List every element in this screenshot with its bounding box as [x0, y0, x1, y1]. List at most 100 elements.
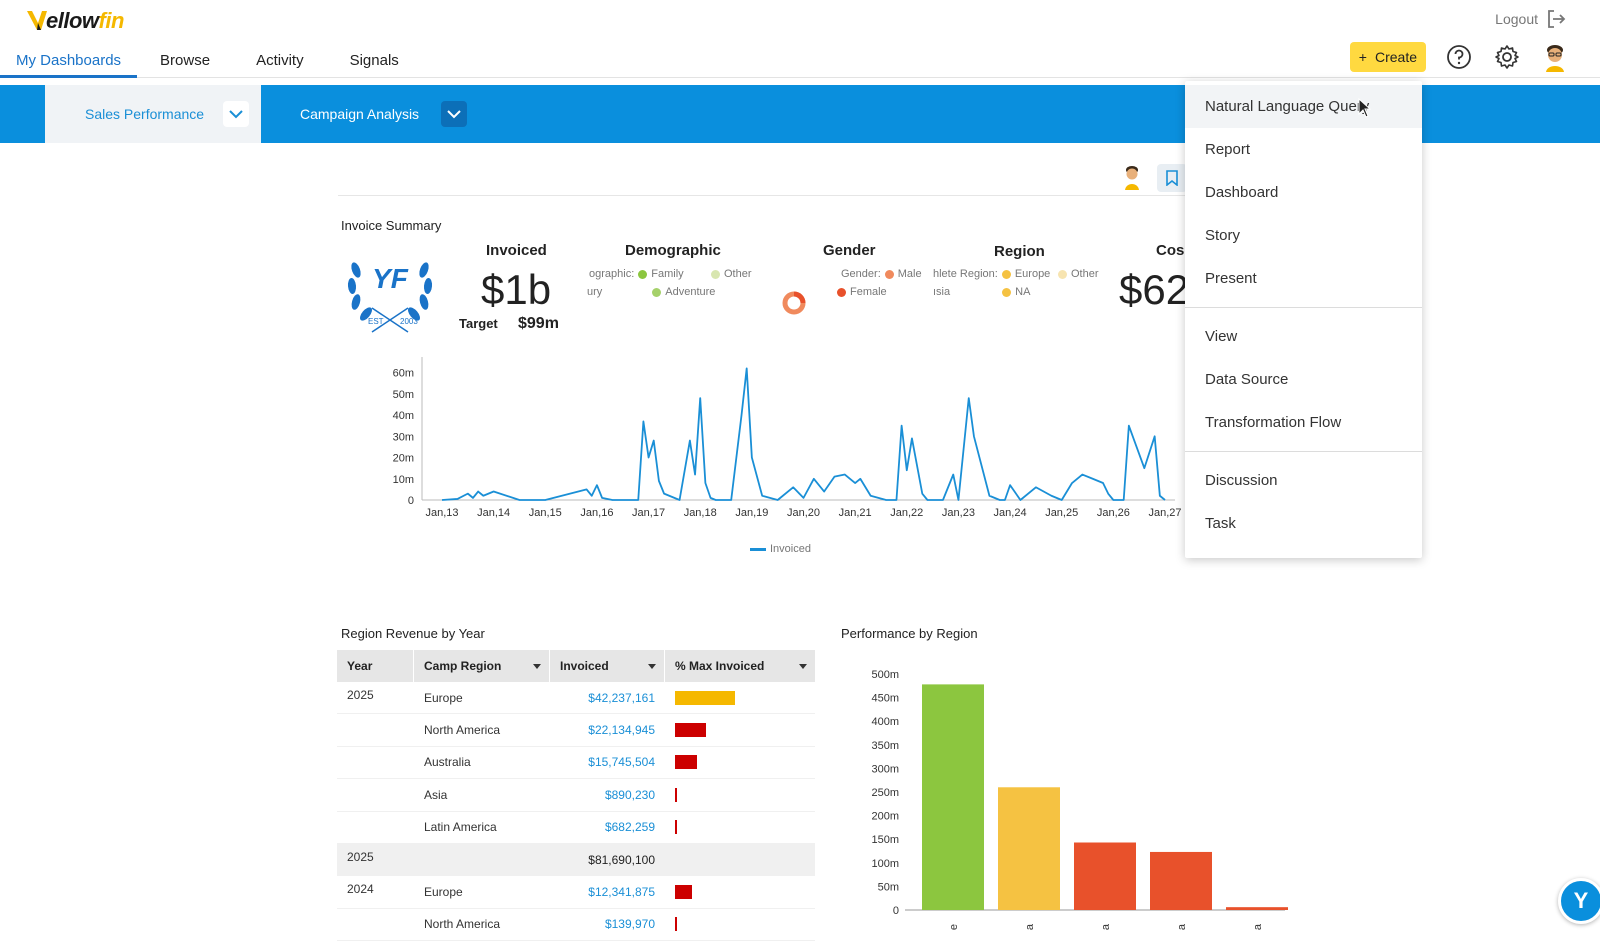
user-avatar-icon [1125, 166, 1139, 190]
tab-menu-button[interactable] [441, 101, 467, 127]
settings-button[interactable] [1492, 42, 1522, 72]
cell-region: Australia [424, 755, 471, 770]
mouse-cursor-icon [1358, 98, 1372, 118]
table-total-row: 2025 $81,690,100 [337, 843, 815, 877]
create-label: Create [1374, 49, 1417, 65]
region-revenue-title: Region Revenue by Year [341, 626, 485, 641]
logout-label: Logout [1495, 11, 1538, 27]
y-tick-label: 0 [408, 495, 414, 507]
line-legend: Invoiced [750, 543, 811, 555]
bar [922, 684, 984, 910]
nav-activity[interactable]: Activity [256, 52, 304, 69]
legend-item: ury Adventure [587, 286, 716, 298]
nav-browse[interactable]: Browse [160, 52, 211, 69]
cell-invoiced[interactable]: $139,970 [604, 917, 655, 932]
assistant-chat-button[interactable]: Y [1558, 878, 1600, 924]
invoiced-series-line [441, 367, 1166, 501]
cell-invoiced[interactable]: $22,134,945 [588, 723, 655, 738]
performance-bar-chart: 0 50m 100m 150m 200m 250m 300m 350m 400m 450m 500m… [871, 669, 1288, 930]
cost-value: $62 [1119, 266, 1190, 313]
tab-campaign-analysis[interactable]: Campaign Analysis [300, 85, 467, 143]
logo-text: ellowfin [46, 8, 124, 33]
tab-sales-performance[interactable]: Sales Performance [45, 85, 261, 143]
cell-invoiced[interactable]: $42,237,161 [588, 690, 655, 705]
x-tick-label: Jan,24 [994, 507, 1027, 519]
y-tick-label: 50m [878, 881, 899, 893]
bookmark-button[interactable] [1157, 164, 1187, 192]
bar [998, 787, 1060, 910]
x-tick-label: ica [1176, 923, 1188, 930]
menu-item-task[interactable]: Task [1205, 515, 1236, 532]
cell-invoiced[interactable]: $682,259 [604, 820, 655, 835]
sort-arrow-icon [533, 664, 541, 669]
cell-year [337, 714, 414, 746]
help-icon [1447, 45, 1471, 69]
cell-region: North America [424, 917, 501, 932]
x-tick-label: Jan,13 [425, 507, 458, 519]
user-avatar-icon [1546, 45, 1564, 72]
performance-by-region-title: Performance by Region [841, 626, 978, 641]
x-tick-label: ope [948, 924, 960, 930]
menu-item-dashboard[interactable]: Dashboard [1205, 184, 1279, 201]
x-tick-label: Jan,19 [735, 507, 768, 519]
create-button[interactable]: + Create [1349, 42, 1426, 72]
nav-my-dashboards[interactable]: My Dashboards [0, 46, 138, 78]
column-header-pct-max[interactable]: % Max Invoiced [665, 650, 815, 682]
invoice-summary-title: Invoice Summary [341, 218, 442, 233]
column-header-year[interactable]: Year [337, 650, 414, 682]
menu-item-view[interactable]: View [1205, 328, 1238, 345]
menu-item-discussion[interactable]: Discussion [1205, 472, 1278, 489]
x-tick-label: Jan,20 [787, 507, 820, 519]
column-header-camp-region[interactable]: Camp Region [414, 650, 550, 682]
menu-item-story[interactable]: Story [1205, 227, 1241, 244]
pct-bar [675, 885, 693, 900]
target-label: Target [459, 316, 498, 331]
y-tick-label: 500m [871, 669, 899, 681]
avatar[interactable] [1540, 42, 1570, 72]
company-laurel-logo: YF EST 2003 [347, 262, 433, 333]
cell-invoiced[interactable]: $12,341,875 [588, 885, 655, 900]
gear-icon [1495, 45, 1519, 69]
menu-item-data-source[interactable]: Data Source [1205, 371, 1289, 388]
tab-menu-button[interactable] [223, 101, 249, 127]
help-button[interactable] [1444, 42, 1474, 72]
table-row: 2025 Europe $42,237,161 [337, 682, 815, 715]
nav-signals[interactable]: Signals [349, 52, 399, 69]
menu-item-present[interactable]: Present [1205, 270, 1257, 287]
sort-arrow-icon [648, 664, 656, 669]
legend-item: ısia NA [933, 286, 1031, 298]
legend-item: Female [837, 286, 887, 298]
dashboard-owner-avatar[interactable] [1121, 164, 1143, 195]
yellowfin-logo[interactable]: ellowfin [26, 6, 124, 36]
cell-year [337, 779, 414, 811]
y-tick-label: 150m [871, 834, 899, 846]
table-row: North America $139,970 [337, 909, 815, 941]
table-row: Asia $890,230 [337, 779, 815, 812]
cell-invoiced[interactable]: $15,745,504 [588, 755, 655, 770]
y-tick-label: 20m [393, 453, 414, 465]
cell-year: 2025 [347, 849, 374, 864]
cell-invoiced[interactable]: $890,230 [604, 787, 655, 802]
cell-region: Europe [424, 885, 463, 900]
column-header-invoiced[interactable]: Invoiced [550, 650, 665, 682]
cell-pct-max [665, 714, 815, 746]
menu-item-natural-language-query[interactable]: Natural Language Query [1185, 85, 1422, 128]
cell-invoiced: $81,690,100 [588, 852, 655, 867]
y-tick-label: 60m [393, 368, 414, 380]
legend-swatch [750, 547, 766, 551]
menu-item-transformation-flow[interactable]: Transformation Flow [1205, 414, 1342, 431]
legend-item: Other [711, 268, 752, 280]
menu-item-report[interactable]: Report [1205, 141, 1251, 158]
y-tick-label: 350m [871, 740, 899, 752]
sort-arrow-icon [799, 664, 807, 669]
pct-bar [675, 690, 735, 705]
table-row: 2024 Europe $12,341,875 [337, 876, 815, 909]
logout-button[interactable]: Logout [1495, 9, 1566, 29]
logo-letters: YF [372, 263, 409, 294]
cell-pct-max [665, 682, 815, 714]
x-tick-label: Jan,15 [529, 507, 562, 519]
tab-label: Sales Performance [85, 106, 205, 122]
cell-region: Latin America [424, 820, 497, 835]
cell-pct-max [665, 811, 815, 843]
y-tick-label: 0 [893, 905, 899, 917]
